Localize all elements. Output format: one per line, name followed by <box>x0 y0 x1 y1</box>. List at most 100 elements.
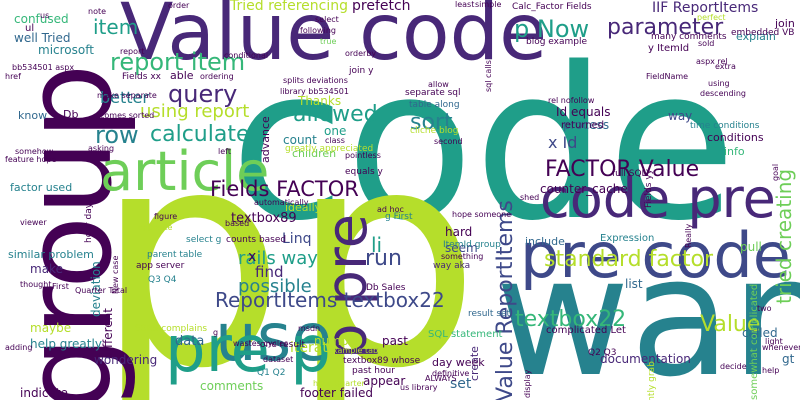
word-cloud-word: asking <box>88 145 114 153</box>
word-cloud-word: library bb534501 <box>280 88 349 96</box>
word-cloud-word: help greatly <box>30 338 102 350</box>
word-cloud-word: Quarter Total <box>75 287 127 295</box>
word-cloud-word: simple <box>475 1 501 9</box>
word-cloud-word: second <box>434 138 463 146</box>
word-cloud-word: extra <box>715 63 736 71</box>
word-cloud-word: Id equals <box>556 106 611 118</box>
word-cloud-word: feature hope <box>5 156 56 164</box>
word-cloud-word: separate sql <box>405 89 461 98</box>
word-cloud-word: cliche blog <box>410 127 458 136</box>
word-cloud-word: make <box>30 263 63 275</box>
word-cloud-word: efficiently grab <box>648 361 657 400</box>
word-cloud-word: x <box>248 250 256 264</box>
word-cloud-word: Q1 Q2 <box>257 369 285 378</box>
word-cloud-word: footer failed <box>300 387 373 399</box>
word-cloud-word: know <box>18 110 47 121</box>
word-cloud-word: perfect <box>697 14 726 22</box>
word-cloud-word: sold <box>698 40 714 48</box>
word-cloud-word: Really <box>685 224 693 248</box>
word-cloud-word: app server <box>136 262 184 271</box>
word-cloud-word: Fields yy <box>645 169 654 208</box>
word-cloud-word: pull <box>740 241 762 253</box>
word-cloud-word: something <box>441 253 483 261</box>
word-cloud-word: Calc_Factor Fields <box>512 3 592 12</box>
word-cloud-word: ItemId group <box>443 241 501 250</box>
word-cloud-word: orderby <box>345 50 376 58</box>
word-cloud-word: true <box>320 38 336 46</box>
word-cloud-word: x Id <box>548 135 577 151</box>
word-cloud-word: select g <box>186 236 221 245</box>
word-cloud-word: SSRS complains <box>135 325 207 334</box>
word-cloud-word: textbox89 whose <box>343 357 420 366</box>
word-cloud-word: conditions <box>707 132 764 143</box>
word-cloud-word: msdn <box>298 325 320 333</box>
word-cloud-word: comments <box>200 380 263 392</box>
word-cloud-word: based <box>225 220 249 228</box>
word-cloud-word: many comments <box>651 33 727 42</box>
word-cloud-word: Q2 Q3 <box>588 349 616 358</box>
word-cloud-word: adding <box>5 344 32 352</box>
word-cloud-word: past hour <box>352 367 395 376</box>
word-cloud-word: different <box>102 308 114 359</box>
word-cloud-word: prefetch <box>352 0 411 13</box>
word-cloud-word: item <box>93 17 138 37</box>
word-cloud-word: Fields xx <box>122 73 161 82</box>
word-cloud-word: report <box>120 48 144 56</box>
word-cloud-word: href <box>5 73 21 81</box>
word-cloud-word: standard factor <box>544 249 713 271</box>
word-cloud-word: descending <box>700 90 746 98</box>
word-cloud-word: full SQL <box>612 170 647 179</box>
word-cloud-word: info <box>724 146 745 157</box>
word-cloud-word: goal <box>772 164 780 181</box>
word-cloud-word: indicate <box>20 387 68 399</box>
word-cloud-word: data <box>175 335 204 348</box>
word-cloud-word: way <box>668 110 692 122</box>
word-cloud-word: parent table <box>147 251 202 260</box>
word-cloud-word: g <box>213 329 218 337</box>
word-cloud-word: display <box>524 370 532 398</box>
word-cloud-word: left <box>218 148 231 156</box>
word-cloud-word: sql calls <box>485 60 493 92</box>
word-cloud-word: select <box>315 16 339 24</box>
word-cloud-word: Thanks <box>298 95 341 107</box>
word-cloud-word: dataset <box>263 356 293 364</box>
word-cloud-word: decide <box>720 363 747 371</box>
word-cloud-word: Q3 Q4 <box>148 276 176 285</box>
word-cloud-word: following <box>300 27 336 35</box>
word-cloud-word: counts based <box>226 236 286 245</box>
word-cloud-word: hour day <box>85 203 94 243</box>
word-cloud-word: FieldName <box>646 73 688 81</box>
word-cloud-word: hope someone <box>452 211 511 219</box>
word-cloud-word: rel nofollow <box>548 97 594 105</box>
word-cloud-word: gt <box>782 353 794 365</box>
word-cloud-word: Value ReportItems <box>495 200 517 400</box>
word-cloud-word: using report <box>140 103 249 121</box>
word-cloud-word: way aka <box>433 262 470 271</box>
word-cloud-word: microsoft <box>38 44 94 56</box>
word-cloud-word: wondering <box>94 354 157 366</box>
word-cloud-word: maybe <box>30 322 71 334</box>
word-cloud-word: Db Sales <box>366 284 405 293</box>
word-cloud-word: advance <box>260 116 271 163</box>
word-cloud-word: time conditions <box>690 122 760 131</box>
word-cloud-word: class <box>325 137 345 145</box>
word-cloud-word: us <box>40 12 49 20</box>
word-cloud-word: somewhat complicated <box>750 284 760 400</box>
word-cloud-word: automatically <box>254 199 309 207</box>
word-cloud-word: splits deviations <box>283 77 348 85</box>
word-cloud-word: ordering <box>200 73 234 81</box>
word-cloud-word: past <box>382 335 408 347</box>
word-cloud-word: opposite <box>138 224 172 232</box>
word-cloud-word: Db <box>63 109 78 120</box>
word-cloud-word: Linq <box>282 232 311 246</box>
word-cloud-word: include <box>525 236 565 247</box>
word-cloud-word: result set <box>468 310 510 319</box>
word-cloud-word: comes sorted <box>100 112 154 120</box>
word-cloud-word: First <box>52 283 69 291</box>
word-cloud-word: li <box>371 235 382 255</box>
word-cloud-word: help <box>762 367 779 375</box>
word-cloud-word: complicated Let <box>546 326 626 336</box>
word-cloud-word: ALWAYS <box>425 375 456 383</box>
word-cloud-word: note <box>88 8 106 16</box>
word-cloud-word: hard <box>445 226 472 238</box>
